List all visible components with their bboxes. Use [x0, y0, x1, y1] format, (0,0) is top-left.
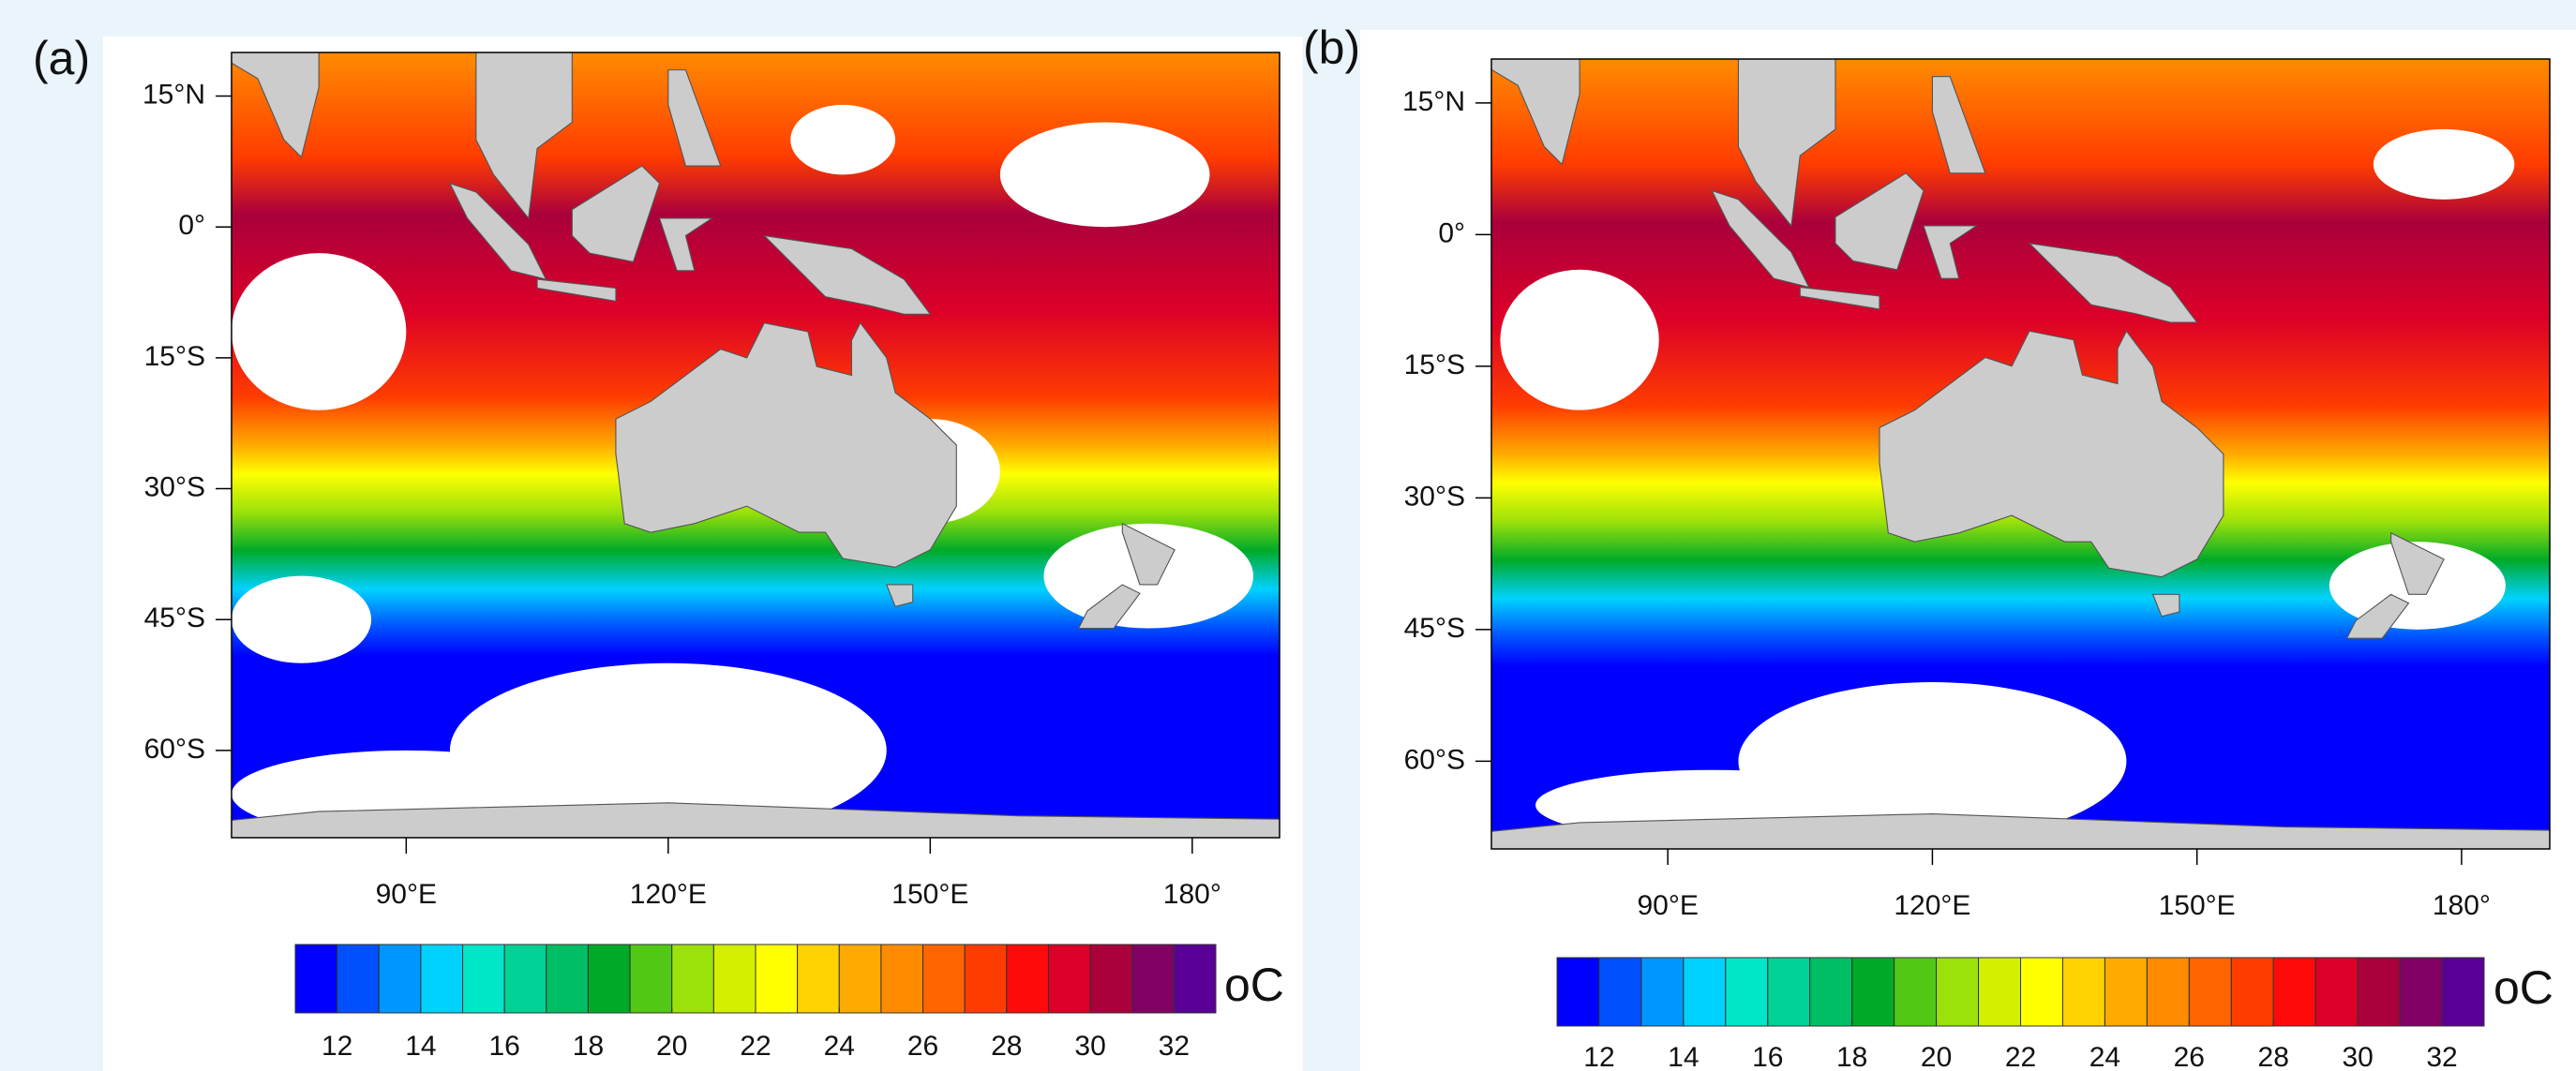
colorbar-box	[2441, 957, 2485, 1027]
y-tick-label: 30°S	[1404, 481, 1465, 512]
y-tick-label: 45°S	[144, 602, 205, 633]
y-tick-label: 30°S	[144, 471, 205, 502]
colorbar-box	[1978, 957, 2021, 1027]
x-tick-label: 90°E	[1637, 890, 1698, 921]
colorbar-box	[1131, 944, 1175, 1014]
y-tick-label: 15°S	[1404, 350, 1465, 380]
colorbar-box	[1851, 957, 1895, 1027]
map	[232, 52, 1280, 838]
colorbar-box	[587, 944, 631, 1014]
colorbar-box	[378, 944, 422, 1014]
colorbar-box	[797, 944, 840, 1014]
y-tick-label: 15°S	[144, 341, 205, 372]
colorbar-box	[2061, 957, 2105, 1027]
y-tick-label: 0°	[178, 210, 205, 241]
colorbar-tick-label: 22	[740, 1031, 771, 1062]
colorbar-box	[1598, 957, 1642, 1027]
x-tick-label: 90°E	[376, 879, 437, 910]
colorbar-tick-label: 14	[405, 1031, 436, 1062]
colorbar-unit: oC	[1224, 959, 1284, 1011]
colorbar-tick-label: 26	[907, 1031, 938, 1062]
colorbar-box	[1047, 944, 1091, 1014]
y-tick-label: 0°	[1438, 217, 1465, 248]
colorbar-box	[2272, 957, 2316, 1027]
colorbar-box	[294, 944, 338, 1014]
colorbar-tick-label: 20	[656, 1031, 687, 1062]
colorbar-tick-label: 24	[2089, 1042, 2120, 1071]
colorbar-tick-label: 22	[2005, 1042, 2036, 1071]
colorbar-box	[2357, 957, 2401, 1027]
x-tick-label: 120°E	[630, 879, 707, 910]
colorbar-box	[1173, 944, 1217, 1014]
colorbar-box	[2399, 957, 2443, 1027]
colorbar-box	[1683, 957, 1727, 1027]
colorbar-box	[1936, 957, 1980, 1027]
x-tick-label: 180°	[1163, 879, 1221, 910]
map-frame	[231, 52, 1281, 839]
colorbar-box	[838, 944, 882, 1014]
colorbar-box	[1809, 957, 1853, 1027]
colorbar-tick-label: 26	[2174, 1042, 2205, 1071]
y-tick-label: 15°N	[142, 79, 205, 110]
colorbar-tick-label: 12	[1583, 1042, 1614, 1071]
colorbar-box	[1640, 957, 1685, 1027]
panel-label: (b)	[1303, 22, 1360, 74]
colorbar-box	[462, 944, 505, 1014]
colorbar-box	[1767, 957, 1811, 1027]
y-tick-label: 15°N	[1402, 86, 1465, 117]
colorbar-box	[629, 944, 673, 1014]
colorbar-box	[671, 944, 714, 1014]
colorbar-box	[2314, 957, 2359, 1027]
x-tick-label: 120°E	[1894, 890, 1970, 921]
colorbar-box	[546, 944, 589, 1014]
colorbar-box	[964, 944, 1008, 1014]
x-tick-label: 150°E	[2159, 890, 2236, 921]
colorbar-box	[922, 944, 966, 1014]
colorbar-tick-label: 32	[2426, 1042, 2457, 1071]
colorbar-box	[503, 944, 547, 1014]
colorbar-box	[755, 944, 799, 1014]
colorbar-tick-label: 16	[488, 1031, 519, 1062]
colorbar-tick-label: 12	[322, 1031, 352, 1062]
colorbar-tick-label: 16	[1752, 1042, 1783, 1071]
colorbar-box	[2188, 957, 2232, 1027]
colorbar-box	[2104, 957, 2148, 1027]
map-frame	[1490, 58, 2551, 850]
colorbar-box	[1556, 957, 1600, 1027]
colorbar-box	[1894, 957, 1938, 1027]
y-tick-label: 45°S	[1404, 613, 1465, 644]
colorbar-tick-label: 24	[824, 1031, 855, 1062]
colorbar-box	[1006, 944, 1049, 1014]
colorbar-tick-label: 18	[1836, 1042, 1867, 1071]
colorbar-box	[712, 944, 756, 1014]
x-tick-label: 150°E	[891, 879, 968, 910]
colorbar-box	[2230, 957, 2274, 1027]
x-tick-label: 180°	[2433, 890, 2491, 921]
colorbar-tick-label: 20	[1921, 1042, 1952, 1071]
y-tick-label: 60°S	[144, 734, 205, 765]
colorbar-tick-label: 28	[991, 1031, 1022, 1062]
y-tick-label: 60°S	[1404, 744, 1465, 775]
colorbar-tick-label: 32	[1159, 1031, 1190, 1062]
colorbar-box	[880, 944, 924, 1014]
colorbar-tick-label: 30	[2342, 1042, 2373, 1071]
colorbar-tick-label: 30	[1074, 1031, 1105, 1062]
colorbar-box	[2020, 957, 2063, 1027]
colorbar-tick-label: 28	[2258, 1042, 2289, 1071]
colorbar-box	[337, 944, 380, 1014]
colorbar-unit: oC	[2494, 961, 2554, 1014]
map	[1491, 59, 2550, 849]
panel-label: (a)	[33, 32, 90, 84]
colorbar-box	[1725, 957, 1769, 1027]
colorbar-tick-label: 18	[573, 1031, 604, 1062]
colorbar-box	[1089, 944, 1133, 1014]
colorbar-tick-label: 14	[1668, 1042, 1699, 1071]
colorbar-box	[420, 944, 464, 1014]
colorbar-box	[2146, 957, 2190, 1027]
